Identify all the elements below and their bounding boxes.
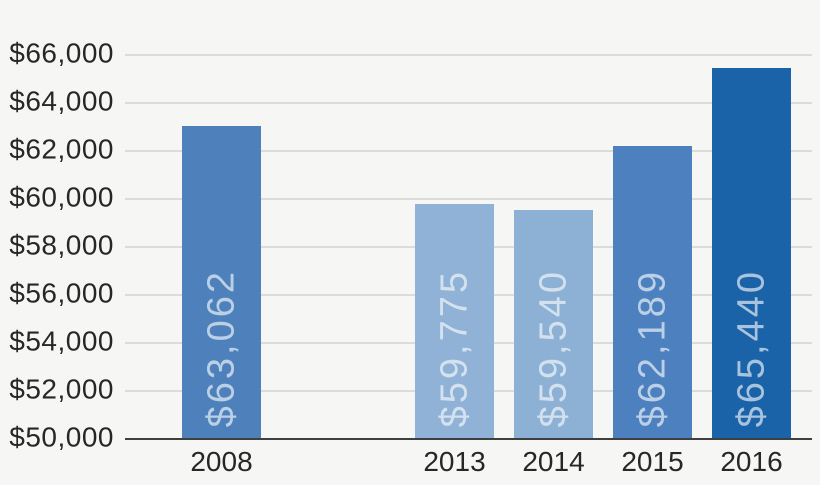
y-tick-label: $52,000 xyxy=(9,373,114,405)
x-tick-label: 2008 xyxy=(190,446,253,477)
y-tick-label: $64,000 xyxy=(9,85,114,117)
y-tick-label: $66,000 xyxy=(9,37,114,69)
gridline xyxy=(125,198,812,200)
gridline xyxy=(125,150,812,152)
y-tick-label: $60,000 xyxy=(9,181,114,213)
y-tick-label: $54,000 xyxy=(9,325,114,357)
x-tick-label: 2016 xyxy=(720,446,783,477)
bar-value-label: $59,540 xyxy=(532,268,574,427)
x-axis-line xyxy=(125,438,812,440)
y-tick-label: $62,000 xyxy=(9,133,114,165)
y-tick-label: $50,000 xyxy=(9,421,114,453)
bar-2015: $62,189 xyxy=(613,146,692,439)
x-tick-label: 2015 xyxy=(621,446,684,477)
y-tick-label: $56,000 xyxy=(9,277,114,309)
bar-value-label: $65,440 xyxy=(730,268,772,427)
bar-2016: $65,440 xyxy=(712,68,791,439)
bar-2008: $63,062 xyxy=(182,126,261,439)
x-tick-label: 2014 xyxy=(522,446,585,477)
bar-2013: $59,775 xyxy=(415,204,494,439)
bar-value-label: $62,189 xyxy=(631,268,673,427)
y-tick-label: $58,000 xyxy=(9,229,114,261)
gridline xyxy=(125,102,812,104)
bar-2014: $59,540 xyxy=(514,210,593,439)
bar-value-label: $63,062 xyxy=(200,268,242,427)
gridline xyxy=(125,54,812,56)
x-tick-label: 2013 xyxy=(423,446,486,477)
bar-value-label: $59,775 xyxy=(433,268,475,427)
